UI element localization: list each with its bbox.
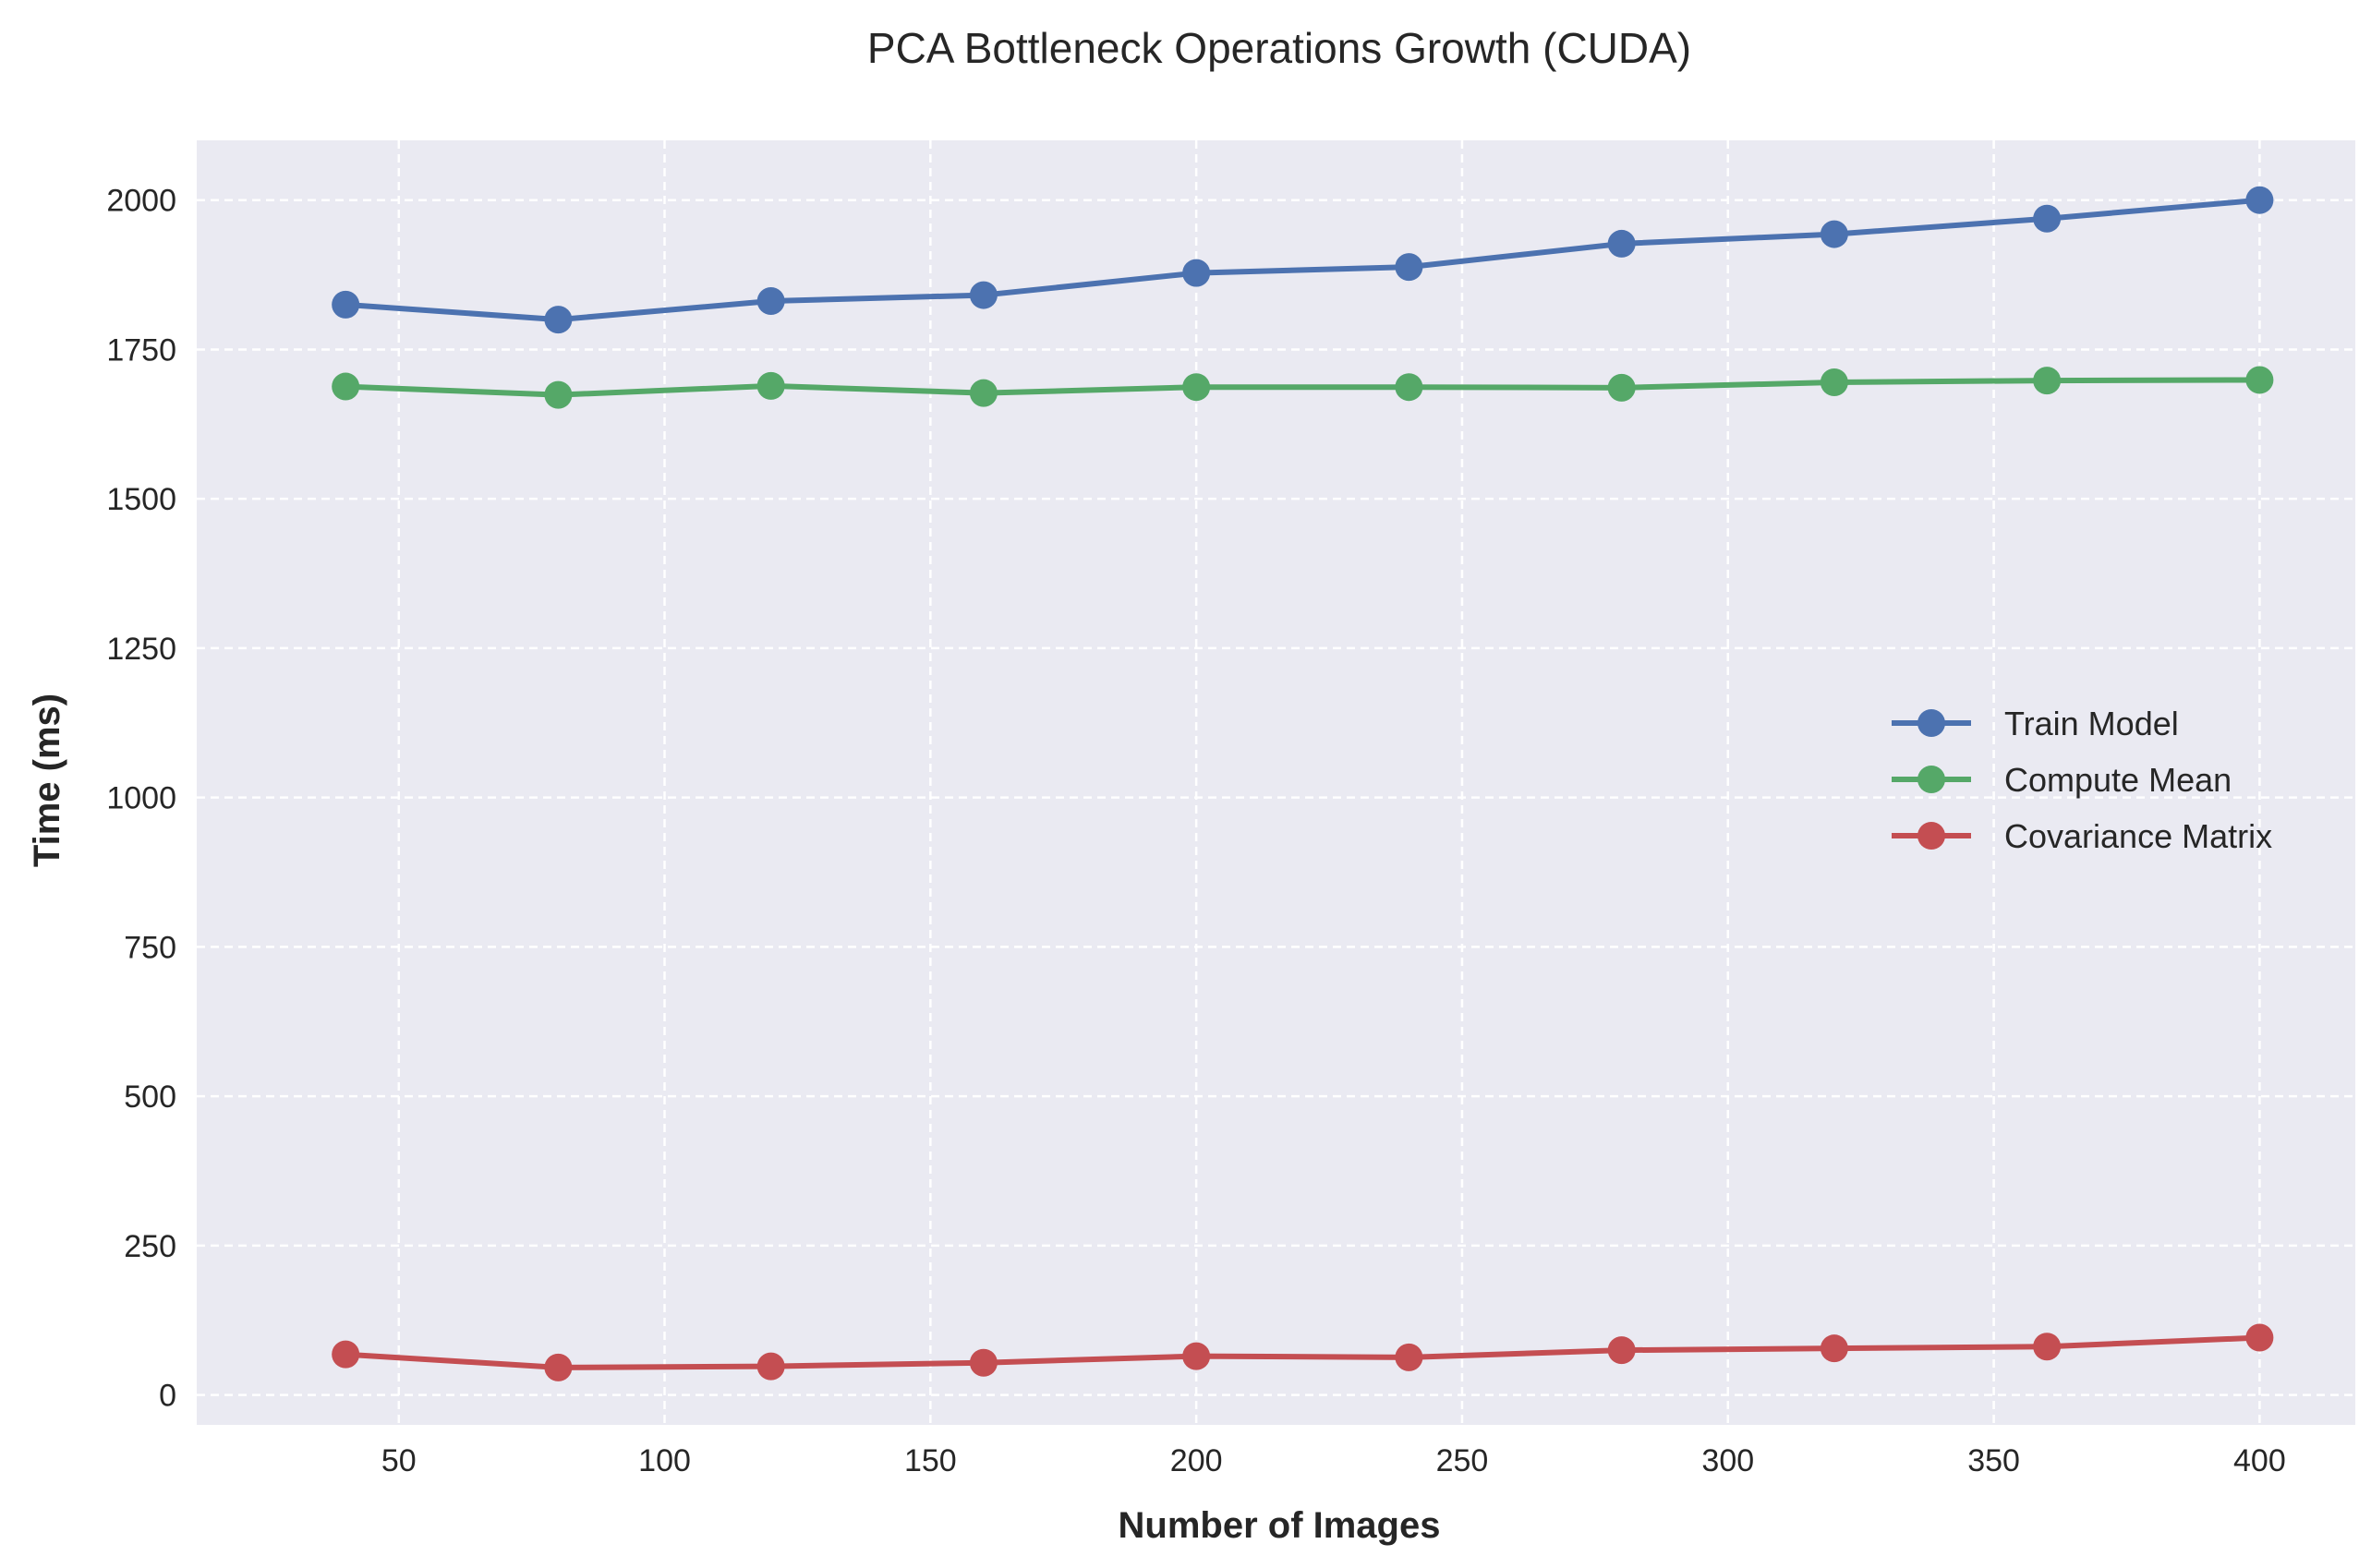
x-tick-label: 150 [904, 1443, 957, 1478]
data-point [1820, 368, 1848, 397]
series-1 [332, 366, 2274, 409]
data-point [756, 287, 785, 316]
data-point [2245, 186, 2274, 214]
y-tick-label: 0 [159, 1379, 176, 1414]
x-tick-label: 50 [381, 1443, 417, 1478]
legend-marker [1917, 766, 1945, 793]
legend-marker [1917, 822, 1945, 850]
y-tick-label: 2000 [106, 184, 176, 219]
y-axis-label: Time (ms) [27, 694, 67, 867]
x-tick-label: 300 [1701, 1443, 1754, 1478]
chart-title: PCA Bottleneck Operations Growth (CUDA) [867, 24, 1691, 72]
legend-item: Compute Mean [1892, 761, 2232, 799]
y-tick-label: 1250 [106, 632, 176, 667]
data-point [1607, 373, 1636, 402]
data-point [1182, 259, 1211, 287]
series-0 [332, 186, 2274, 334]
data-point [1607, 1336, 1636, 1365]
data-point [544, 380, 573, 409]
data-point [544, 306, 573, 334]
x-tick-label: 250 [1436, 1443, 1489, 1478]
grid [197, 140, 2355, 1425]
data-point [2245, 1323, 2274, 1352]
data-point [1395, 253, 1423, 282]
x-tick-label: 100 [638, 1443, 691, 1478]
x-axis-label: Number of Images [1119, 1505, 1441, 1546]
legend-item: Covariance Matrix [1892, 817, 2272, 855]
data-point [1820, 1334, 1848, 1363]
y-tick-label: 1500 [106, 482, 176, 517]
legend-label: Covariance Matrix [2004, 817, 2272, 855]
x-tick-label: 200 [1170, 1443, 1223, 1478]
y-tick-label: 1000 [106, 781, 176, 816]
legend-label: Train Model [2004, 705, 2179, 742]
data-point [2033, 1333, 2062, 1361]
data-point [332, 290, 360, 319]
data-point [1182, 1342, 1211, 1370]
legend-label: Compute Mean [2004, 761, 2232, 799]
series-line [343, 377, 2263, 398]
series-line [343, 1334, 2263, 1370]
x-tick-label: 350 [1967, 1443, 2020, 1478]
data-point [332, 372, 360, 401]
y-tick-label: 250 [124, 1229, 176, 1264]
data-point [2033, 367, 2062, 395]
y-tick-label: 750 [124, 930, 176, 965]
tick-labels: 50 100 150 200 250 300 350 400 0 250 500 750 1000 125… [106, 184, 2285, 1478]
series-layer [332, 186, 2274, 1381]
data-point [1820, 220, 1848, 248]
series-2 [332, 1323, 2274, 1381]
x-tick-label: 400 [2233, 1443, 2286, 1478]
data-point [1395, 1343, 1423, 1371]
data-point [756, 371, 785, 400]
legend-item: Train Model [1892, 705, 2179, 742]
y-tick-label: 1750 [106, 332, 176, 368]
data-point [969, 379, 998, 407]
y-tick-label: 500 [124, 1080, 176, 1115]
data-point [2033, 204, 2062, 233]
data-point [969, 1348, 998, 1377]
data-point [969, 281, 998, 309]
series-line [343, 197, 2263, 323]
data-point [756, 1352, 785, 1381]
data-point [544, 1353, 573, 1381]
plot-area [197, 140, 2355, 1425]
data-point [1607, 229, 1636, 258]
data-point [2245, 366, 2274, 394]
legend: Train Model Compute Mean Covariance Matrix [1892, 705, 2272, 855]
data-point [1395, 373, 1423, 402]
data-point [332, 1340, 360, 1369]
data-point [1182, 373, 1211, 402]
legend-marker [1917, 709, 1945, 737]
